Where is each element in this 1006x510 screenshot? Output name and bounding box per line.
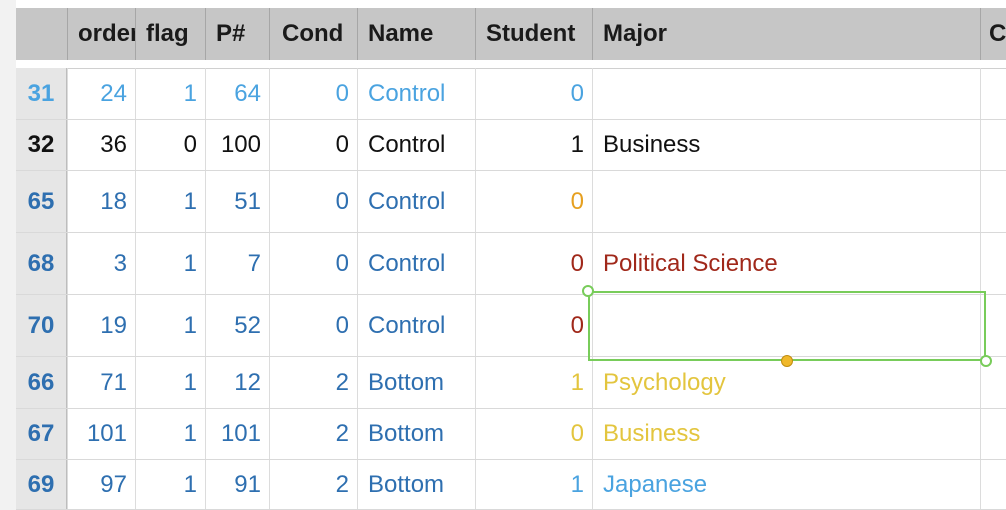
p-number-cell[interactable]: 7 bbox=[205, 233, 269, 294]
order-cell[interactable]: 19 bbox=[67, 295, 135, 356]
name-cell[interactable]: Bottom bbox=[357, 460, 475, 509]
name-cell[interactable]: Bottom bbox=[357, 409, 475, 459]
header-row: order flag P# Cond Name Student Major C bbox=[16, 8, 1006, 61]
name-cell[interactable]: Control bbox=[357, 120, 475, 170]
flag-cell[interactable]: 1 bbox=[135, 409, 205, 459]
c-cell[interactable] bbox=[980, 295, 1006, 356]
student-cell[interactable]: 0 bbox=[475, 409, 592, 459]
p-number-cell[interactable]: 91 bbox=[205, 460, 269, 509]
c-cell[interactable] bbox=[980, 68, 1006, 119]
student-cell[interactable]: 0 bbox=[475, 233, 592, 294]
row-header[interactable]: 65 bbox=[16, 171, 67, 232]
major-cell[interactable]: Political Science bbox=[592, 233, 980, 294]
row-header[interactable]: 68 bbox=[16, 233, 67, 294]
cond-cell[interactable]: 0 bbox=[269, 120, 357, 170]
header-cond[interactable]: Cond bbox=[269, 8, 357, 60]
p-number-cell[interactable]: 51 bbox=[205, 171, 269, 232]
table-row: 69 97 1 91 2 Bottom 1 Japanese bbox=[16, 460, 1006, 510]
major-cell[interactable] bbox=[592, 171, 980, 232]
order-cell[interactable]: 101 bbox=[67, 409, 135, 459]
flag-cell[interactable]: 1 bbox=[135, 357, 205, 408]
header-major[interactable]: Major bbox=[592, 8, 980, 60]
flag-cell[interactable]: 0 bbox=[135, 120, 205, 170]
major-cell[interactable]: Psychology bbox=[592, 357, 980, 408]
cond-cell[interactable]: 0 bbox=[269, 171, 357, 232]
cond-cell[interactable]: 2 bbox=[269, 357, 357, 408]
table-row: 31 24 1 64 0 Control 0 bbox=[16, 68, 1006, 120]
c-cell[interactable] bbox=[980, 460, 1006, 509]
c-cell[interactable] bbox=[980, 357, 1006, 408]
flag-cell[interactable]: 1 bbox=[135, 295, 205, 356]
cond-cell[interactable]: 0 bbox=[269, 68, 357, 119]
order-cell[interactable]: 97 bbox=[67, 460, 135, 509]
header-corner[interactable] bbox=[16, 8, 67, 60]
major-cell[interactable]: Business bbox=[592, 120, 980, 170]
header-student[interactable]: Student bbox=[475, 8, 592, 60]
name-cell[interactable]: Control bbox=[357, 171, 475, 232]
header-c[interactable]: C bbox=[980, 8, 1006, 60]
row-header[interactable]: 69 bbox=[16, 460, 67, 509]
student-cell[interactable]: 0 bbox=[475, 295, 592, 356]
c-cell[interactable] bbox=[980, 171, 1006, 232]
flag-cell[interactable]: 1 bbox=[135, 233, 205, 294]
student-cell[interactable]: 0 bbox=[475, 68, 592, 119]
student-cell[interactable]: 1 bbox=[475, 120, 592, 170]
p-number-cell[interactable]: 100 bbox=[205, 120, 269, 170]
order-cell[interactable]: 71 bbox=[67, 357, 135, 408]
p-number-cell[interactable]: 64 bbox=[205, 68, 269, 119]
name-cell[interactable]: Control bbox=[357, 233, 475, 294]
table-row: 65 18 1 51 0 Control 0 bbox=[16, 171, 1006, 233]
header-separator bbox=[16, 60, 1006, 69]
table-row: 66 71 1 12 2 Bottom 1 Psychology bbox=[16, 357, 1006, 409]
p-number-cell[interactable]: 12 bbox=[205, 357, 269, 408]
header-flag[interactable]: flag bbox=[135, 8, 205, 60]
student-cell[interactable]: 1 bbox=[475, 357, 592, 408]
autofill-handle[interactable] bbox=[781, 355, 793, 367]
c-cell[interactable] bbox=[980, 120, 1006, 170]
cond-cell[interactable]: 2 bbox=[269, 409, 357, 459]
row-header[interactable]: 70 bbox=[16, 295, 67, 356]
row-header[interactable]: 66 bbox=[16, 357, 67, 408]
table-row: 32 36 0 100 0 Control 1 Business bbox=[16, 120, 1006, 171]
row-header[interactable]: 67 bbox=[16, 409, 67, 459]
student-cell[interactable]: 0 bbox=[475, 171, 592, 232]
table-row: 67 101 1 101 2 Bottom 0 Business bbox=[16, 409, 1006, 460]
table-row: 70 19 1 52 0 Control 0 bbox=[16, 295, 1006, 357]
row-header[interactable]: 32 bbox=[16, 120, 67, 170]
order-cell[interactable]: 24 bbox=[67, 68, 135, 119]
cond-cell[interactable]: 2 bbox=[269, 460, 357, 509]
selection-handle-bottom-right[interactable] bbox=[980, 355, 992, 367]
cond-cell[interactable]: 0 bbox=[269, 233, 357, 294]
p-number-cell[interactable]: 101 bbox=[205, 409, 269, 459]
name-cell[interactable]: Control bbox=[357, 295, 475, 356]
flag-cell[interactable]: 1 bbox=[135, 460, 205, 509]
major-cell[interactable] bbox=[592, 68, 980, 119]
name-cell[interactable]: Bottom bbox=[357, 357, 475, 408]
cond-cell[interactable]: 0 bbox=[269, 295, 357, 356]
left-gutter bbox=[0, 0, 16, 510]
order-cell[interactable]: 18 bbox=[67, 171, 135, 232]
order-cell[interactable]: 36 bbox=[67, 120, 135, 170]
row-header[interactable]: 31 bbox=[16, 68, 67, 119]
flag-cell[interactable]: 1 bbox=[135, 171, 205, 232]
header-order[interactable]: order bbox=[67, 8, 135, 60]
student-cell[interactable]: 1 bbox=[475, 460, 592, 509]
order-cell[interactable]: 3 bbox=[67, 233, 135, 294]
major-cell[interactable]: Japanese bbox=[592, 460, 980, 509]
c-cell[interactable] bbox=[980, 233, 1006, 294]
name-cell[interactable]: Control bbox=[357, 68, 475, 119]
flag-cell[interactable]: 1 bbox=[135, 68, 205, 119]
header-name[interactable]: Name bbox=[357, 8, 475, 60]
major-cell[interactable]: Business bbox=[592, 409, 980, 459]
table-row: 68 3 1 7 0 Control 0 Political Science bbox=[16, 233, 1006, 295]
c-cell[interactable] bbox=[980, 409, 1006, 459]
p-number-cell[interactable]: 52 bbox=[205, 295, 269, 356]
major-cell[interactable] bbox=[592, 295, 980, 356]
selection-handle-top-left[interactable] bbox=[582, 285, 594, 297]
header-p-number[interactable]: P# bbox=[205, 8, 269, 60]
